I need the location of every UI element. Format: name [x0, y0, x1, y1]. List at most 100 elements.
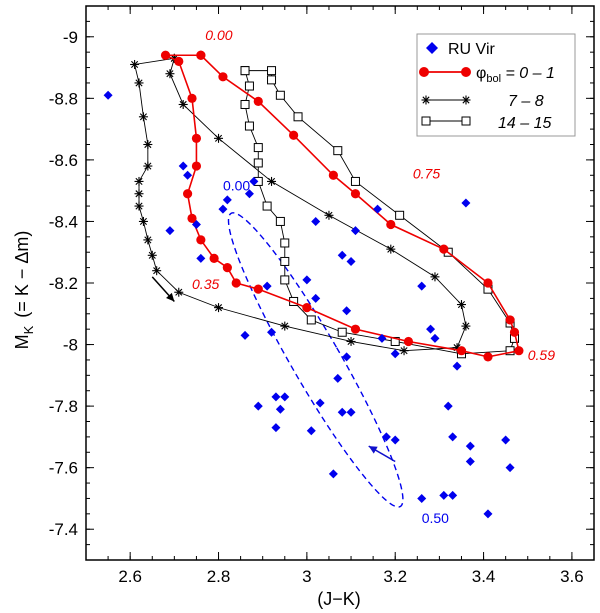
ruvir-point: [196, 253, 206, 263]
model78-point: [174, 287, 184, 297]
model78-point: [430, 272, 440, 282]
phase-label-ellipse: 0.50: [422, 510, 449, 526]
ruvir-point: [183, 170, 193, 180]
legend-marker-phibol-right: [461, 67, 471, 77]
model78-point-stroke: [267, 177, 276, 186]
legend-label-model78: 7 – 8: [508, 93, 544, 110]
ruvir-point: [240, 330, 250, 340]
ruvir-point: [218, 204, 228, 214]
model78-point: [143, 235, 153, 245]
ruvir-point: [381, 432, 391, 442]
model1415-point: [275, 216, 285, 226]
legend-marker-ruvir: [426, 42, 438, 54]
direction-arrow-head: [368, 446, 378, 454]
ruvir-point: [443, 401, 453, 411]
phibol-point: [505, 315, 515, 325]
model78-point-stroke: [135, 202, 143, 210]
model1415-point: [337, 327, 347, 337]
y-axis-title-rest: (= K − Δm): [12, 231, 32, 318]
model78-point: [143, 140, 153, 149]
legend-marker-model1415-right: [461, 116, 471, 126]
x-tick-label: 3: [302, 567, 311, 586]
ruvir-point: [337, 407, 347, 417]
legend-marker-phibol-left: [419, 67, 429, 77]
model1415-point: [280, 275, 290, 285]
model78-point: [134, 78, 144, 88]
model78-point-stroke: [179, 100, 187, 109]
model78-point-stroke: [214, 134, 223, 142]
model78-point-stroke: [144, 140, 152, 149]
model1415-point: [280, 238, 290, 248]
model78-point-stroke: [135, 79, 143, 87]
ruvir-point: [373, 204, 383, 214]
model1415-point: [267, 66, 277, 76]
model78-point-stroke: [281, 322, 289, 330]
model78-point: [147, 250, 157, 260]
model78-point-stroke: [135, 177, 143, 186]
model78-point-stroke: [144, 236, 152, 244]
model78-point: [386, 244, 396, 254]
model1415-point: [395, 210, 405, 220]
legend-marker-model1415-left: [421, 116, 431, 126]
phase-label-phibol: 0.75: [413, 165, 440, 181]
phibol-point: [439, 244, 449, 254]
phibol-point: [253, 96, 263, 107]
model78-point-stroke: [139, 217, 147, 226]
ruvir-point: [337, 250, 347, 260]
y-tick-label: -8.6: [49, 151, 78, 170]
model1415-point: [240, 66, 250, 76]
annotation-group: 0.00 0.75 0.35 0.59 0.00 0.50: [151, 27, 555, 526]
model78-point: [267, 176, 277, 186]
x-tick-label: 3.2: [383, 567, 407, 586]
model78-point: [461, 321, 471, 331]
model78-point-stroke: [148, 251, 156, 259]
model78-point-stroke: [325, 211, 333, 219]
model78-point-stroke: [166, 70, 174, 78]
legend-label-phibol-rest: = 0 – 1: [501, 65, 555, 82]
phibol-point: [456, 346, 467, 356]
model1415-point: [390, 336, 400, 346]
model1415-point: [267, 75, 277, 85]
model1415-point: [240, 99, 250, 109]
ruvir-point: [191, 220, 201, 230]
ruvir-point: [271, 423, 281, 433]
y-axis-title: MK (= K − Δm): [12, 231, 36, 350]
y-tick-label: -7.4: [49, 520, 78, 539]
phibol-point: [222, 263, 232, 273]
legend: RU Vir φbol = 0 – 1 7 – 8 14 – 15: [416, 33, 576, 137]
model78-point-stroke: [135, 190, 143, 198]
model78-point: [130, 59, 140, 69]
y-tick-label: -9: [63, 28, 78, 47]
ruvir-point: [306, 426, 316, 436]
ruvir-point: [461, 198, 471, 208]
ruvir-point: [244, 189, 254, 199]
ruvir-point: [448, 490, 458, 500]
model78-point: [214, 303, 224, 313]
ruvir-point: [377, 333, 387, 343]
legend-box: [416, 33, 576, 137]
phibol-point: [483, 278, 493, 288]
phase-label-phibol: 0.59: [528, 347, 555, 363]
ruvir-point: [311, 216, 321, 226]
x-tick-label: 2.8: [207, 567, 231, 586]
ruvir-point: [417, 281, 427, 291]
phibol-point: [209, 253, 219, 263]
model1415-point: [253, 158, 263, 168]
phibol-point: [231, 278, 241, 288]
ruvir-point: [426, 324, 436, 334]
phibol-point: [509, 327, 520, 337]
model78-point-stroke: [214, 304, 223, 312]
series-group: [103, 50, 524, 519]
phibol-point: [196, 235, 206, 245]
ruvir-point: [346, 407, 356, 417]
legend-asterisk-stroke: [422, 96, 430, 104]
model1415-point: [244, 81, 254, 91]
direction-arrow-head: [166, 292, 175, 302]
model78-point: [324, 210, 334, 220]
ruvir-point: [448, 432, 458, 442]
ruvir-point: [280, 392, 290, 402]
ruvir-point: [346, 256, 356, 266]
ruvir-point: [253, 401, 263, 411]
phibol-point: [483, 352, 493, 362]
legend-asterisk: [461, 95, 471, 105]
